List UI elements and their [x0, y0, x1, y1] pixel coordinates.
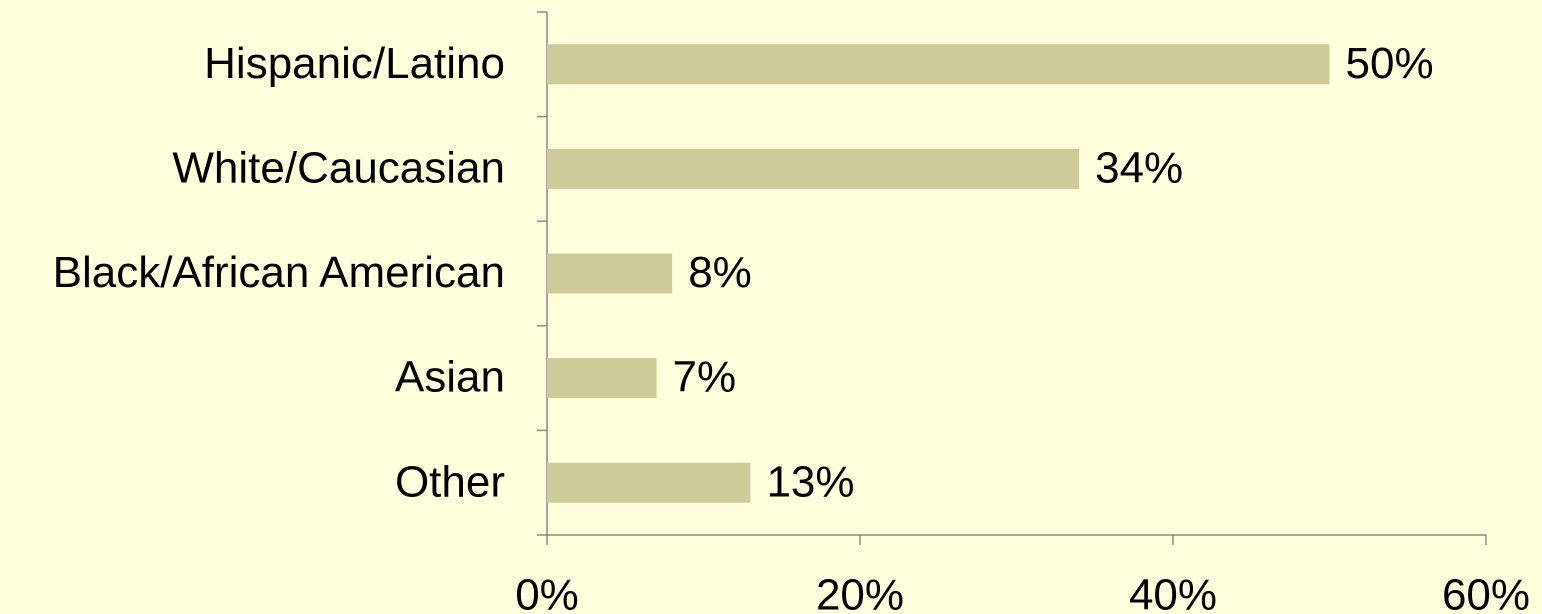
bar: [547, 253, 673, 294]
bar: [547, 358, 657, 399]
x-tick-label: 60%: [1442, 571, 1530, 614]
y-tick-label: Black/African American: [53, 248, 505, 297]
bar: [547, 462, 751, 503]
x-tick-label: 20%: [816, 571, 904, 614]
value-label: 7%: [673, 353, 737, 402]
value-label: 34%: [1095, 144, 1183, 193]
y-tick-label: Other: [395, 457, 505, 506]
x-tick-label: 0%: [515, 571, 579, 614]
value-label: 50%: [1346, 39, 1434, 88]
x-tick-label: 40%: [1129, 571, 1217, 614]
value-label: 13%: [766, 457, 854, 506]
value-label: 8%: [688, 248, 752, 297]
bar: [547, 44, 1330, 85]
y-tick-label: White/Caucasian: [172, 144, 505, 193]
bar: [547, 148, 1080, 189]
y-tick-label: Asian: [395, 353, 505, 402]
y-tick-label: Hispanic/Latino: [204, 39, 505, 88]
